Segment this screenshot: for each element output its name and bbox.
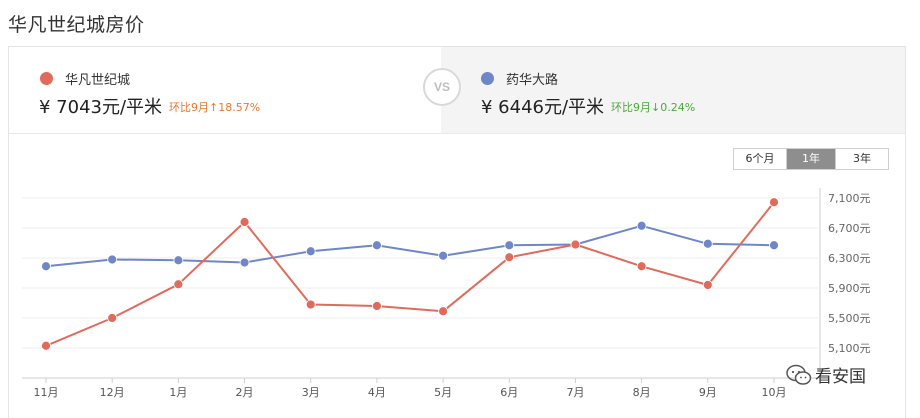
wechat-icon <box>786 364 812 385</box>
y-tick-label: 5,500元 <box>828 312 871 325</box>
data-point <box>438 250 448 261</box>
right-community-name: 药华大路 <box>506 73 559 88</box>
range-option-1-year[interactable]: 1年 <box>786 149 835 169</box>
left-mom-change: 环比9月↑18.57% <box>169 101 261 114</box>
data-point <box>173 279 184 290</box>
time-range-toggle: 6个月 1年 3年 <box>733 148 889 170</box>
data-point <box>504 240 515 251</box>
y-tick-label: 6,300元 <box>828 252 871 265</box>
compare-row: 华凡世纪城 ¥ 7043元/平米 环比9月↑18.57% 药华大路 ¥ 6446… <box>9 47 905 134</box>
x-tick-label: 1月 <box>169 386 187 399</box>
x-tick-label: 3月 <box>302 386 320 399</box>
data-point <box>173 255 184 266</box>
data-point <box>504 252 515 263</box>
vs-badge: VS <box>423 68 461 106</box>
series-line-yaohua <box>45 224 775 268</box>
data-point <box>702 238 713 249</box>
data-point <box>636 220 647 231</box>
range-option-3-years[interactable]: 3年 <box>835 149 888 169</box>
y-tick-label: 6,700元 <box>828 222 871 235</box>
watermark: 看安国 <box>786 362 866 387</box>
data-point <box>769 197 779 208</box>
x-tick-label: 4月 <box>368 386 386 399</box>
series-dot-left <box>40 72 53 85</box>
y-tick-label: 5,100元 <box>828 342 871 355</box>
series-line-huafan <box>45 201 775 347</box>
data-point <box>239 257 250 268</box>
price-compare-panel: 华凡世纪城 ¥ 7043元/平米 环比9月↑18.57% 药华大路 ¥ 6446… <box>8 46 906 418</box>
data-point <box>239 217 250 227</box>
compare-right: 药华大路 ¥ 6446元/平米 环比9月↓0.24% <box>441 47 905 133</box>
data-point <box>372 240 382 251</box>
compare-left: 华凡世纪城 ¥ 7043元/平米 环比9月↑18.57% <box>9 47 441 133</box>
data-point <box>107 313 118 323</box>
data-point <box>305 246 316 257</box>
x-tick-label: 5月 <box>434 386 452 399</box>
data-point <box>702 280 713 290</box>
x-tick-label: 2月 <box>236 386 254 399</box>
left-community-name: 华凡世纪城 <box>65 73 131 88</box>
x-tick-label: 9月 <box>699 386 717 399</box>
right-mom-change: 环比9月↓0.24% <box>611 101 696 114</box>
watermark-text: 看安国 <box>815 367 866 387</box>
x-tick-label: 11月 <box>34 386 59 399</box>
series-dot-right <box>481 72 494 85</box>
right-price: ¥ 6446元/平米 <box>481 97 605 118</box>
y-tick-label: 5,900元 <box>828 282 871 295</box>
data-point <box>107 254 118 265</box>
page-title: 华凡世纪城房价 <box>8 14 145 36</box>
data-point <box>41 340 51 351</box>
data-point <box>305 299 316 310</box>
data-point <box>438 306 448 317</box>
x-tick-label: 7月 <box>566 386 584 399</box>
data-point <box>41 261 51 272</box>
data-point <box>372 301 382 311</box>
x-tick-label: 6月 <box>500 386 518 399</box>
x-tick-label: 8月 <box>633 386 651 399</box>
left-price: ¥ 7043元/平米 <box>39 97 163 118</box>
x-tick-label: 10月 <box>762 386 787 399</box>
data-point <box>570 239 581 250</box>
y-tick-label: 7,100元 <box>828 192 871 205</box>
x-tick-label: 12月 <box>100 386 125 399</box>
data-point <box>636 261 647 272</box>
range-option-6-months[interactable]: 6个月 <box>734 149 786 169</box>
data-point <box>769 240 779 251</box>
